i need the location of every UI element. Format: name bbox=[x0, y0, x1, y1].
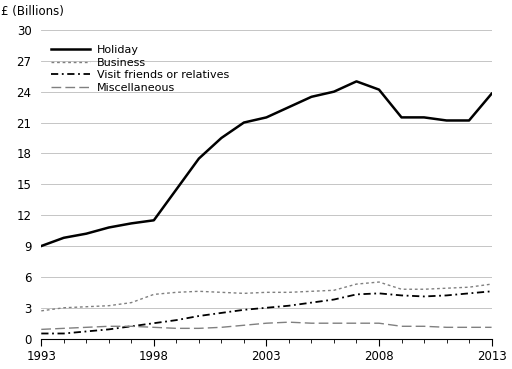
Holiday bbox=[106, 225, 112, 230]
Business bbox=[421, 287, 427, 292]
Holiday bbox=[38, 244, 45, 248]
Holiday bbox=[331, 89, 337, 94]
Business bbox=[241, 291, 247, 296]
Holiday bbox=[173, 187, 179, 192]
Visit friends or relatives bbox=[128, 324, 134, 328]
Miscellaneous bbox=[83, 325, 90, 330]
Holiday bbox=[488, 92, 495, 96]
Visit friends or relatives bbox=[488, 289, 495, 293]
Holiday bbox=[128, 221, 134, 225]
Miscellaneous bbox=[353, 321, 359, 325]
Miscellaneous bbox=[106, 324, 112, 328]
Visit friends or relatives bbox=[443, 293, 450, 298]
Visit friends or relatives bbox=[83, 329, 90, 334]
Holiday bbox=[218, 136, 224, 140]
Visit friends or relatives bbox=[173, 318, 179, 323]
Holiday bbox=[263, 115, 269, 120]
Visit friends or relatives bbox=[263, 306, 269, 310]
Miscellaneous bbox=[286, 320, 292, 324]
Business bbox=[488, 282, 495, 286]
Miscellaneous bbox=[151, 325, 157, 330]
Business bbox=[466, 285, 472, 289]
Holiday bbox=[286, 105, 292, 109]
Miscellaneous bbox=[421, 324, 427, 328]
Business bbox=[151, 292, 157, 297]
Visit friends or relatives bbox=[466, 291, 472, 296]
Business bbox=[376, 280, 382, 284]
Business bbox=[443, 286, 450, 290]
Holiday bbox=[353, 79, 359, 84]
Visit friends or relatives bbox=[196, 314, 202, 318]
Business bbox=[218, 290, 224, 294]
Visit friends or relatives bbox=[106, 327, 112, 332]
Holiday bbox=[443, 118, 450, 123]
Business bbox=[398, 287, 404, 292]
Business bbox=[196, 289, 202, 293]
Visit friends or relatives bbox=[353, 292, 359, 297]
Business bbox=[308, 289, 314, 293]
Miscellaneous bbox=[38, 327, 45, 332]
Miscellaneous bbox=[241, 323, 247, 327]
Business bbox=[83, 304, 90, 309]
Miscellaneous bbox=[173, 326, 179, 331]
Visit friends or relatives bbox=[286, 303, 292, 308]
Miscellaneous bbox=[466, 325, 472, 330]
Line: Holiday: Holiday bbox=[41, 82, 492, 246]
Miscellaneous bbox=[61, 326, 67, 331]
Miscellaneous bbox=[443, 325, 450, 330]
Miscellaneous bbox=[376, 321, 382, 325]
Legend: Holiday, Business, Visit friends or relatives, Miscellaneous: Holiday, Business, Visit friends or rela… bbox=[51, 45, 229, 93]
Holiday bbox=[241, 120, 247, 125]
Business bbox=[331, 288, 337, 293]
Miscellaneous bbox=[218, 325, 224, 330]
Miscellaneous bbox=[196, 326, 202, 331]
Text: £ (Billions): £ (Billions) bbox=[1, 4, 63, 18]
Holiday bbox=[466, 118, 472, 123]
Line: Visit friends or relatives: Visit friends or relatives bbox=[41, 291, 492, 334]
Holiday bbox=[61, 235, 67, 240]
Miscellaneous bbox=[398, 324, 404, 328]
Visit friends or relatives bbox=[376, 291, 382, 296]
Visit friends or relatives bbox=[151, 321, 157, 325]
Business bbox=[263, 290, 269, 294]
Holiday bbox=[196, 156, 202, 161]
Visit friends or relatives bbox=[398, 293, 404, 298]
Business bbox=[61, 306, 67, 310]
Holiday bbox=[398, 115, 404, 120]
Holiday bbox=[421, 115, 427, 120]
Visit friends or relatives bbox=[421, 294, 427, 299]
Visit friends or relatives bbox=[308, 300, 314, 305]
Visit friends or relatives bbox=[38, 331, 45, 336]
Miscellaneous bbox=[331, 321, 337, 325]
Holiday bbox=[151, 218, 157, 223]
Miscellaneous bbox=[128, 324, 134, 328]
Miscellaneous bbox=[308, 321, 314, 325]
Line: Business: Business bbox=[41, 282, 492, 311]
Miscellaneous bbox=[488, 325, 495, 330]
Business bbox=[38, 308, 45, 313]
Visit friends or relatives bbox=[218, 311, 224, 315]
Holiday bbox=[376, 87, 382, 92]
Business bbox=[106, 303, 112, 308]
Holiday bbox=[308, 94, 314, 99]
Miscellaneous bbox=[263, 321, 269, 325]
Visit friends or relatives bbox=[61, 331, 67, 336]
Holiday bbox=[83, 231, 90, 236]
Business bbox=[353, 282, 359, 286]
Visit friends or relatives bbox=[241, 308, 247, 312]
Business bbox=[173, 290, 179, 294]
Line: Miscellaneous: Miscellaneous bbox=[41, 322, 492, 330]
Business bbox=[286, 290, 292, 294]
Visit friends or relatives bbox=[331, 297, 337, 302]
Business bbox=[128, 300, 134, 305]
